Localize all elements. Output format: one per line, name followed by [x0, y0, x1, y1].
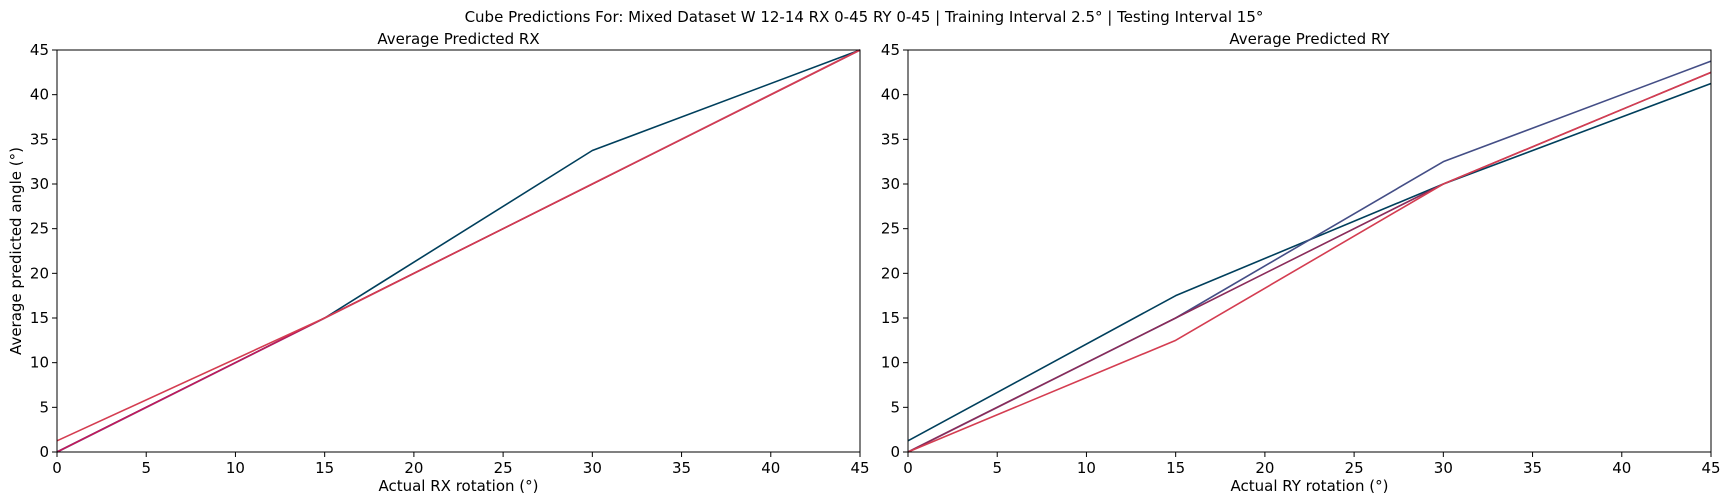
chart-ry-xtick-label: 15: [1166, 459, 1185, 477]
chart-rx-xtick-label: 20: [404, 459, 423, 477]
chart-ry-ytick-label: 30: [881, 175, 900, 193]
chart-rx-title: Average Predicted RX: [377, 30, 539, 48]
chart-ry-series-line-4: [907, 71, 1712, 453]
chart-ry-xtick-label: 0: [903, 459, 913, 477]
chart-rx-ytick-label: 10: [30, 354, 49, 372]
chart-rx-ytick-label: 25: [30, 220, 49, 238]
chart-ry-ytick-label: 10: [881, 354, 900, 372]
chart-rx-ylabel: Average predicted angle (°): [7, 147, 25, 355]
chart-rx-series-line-4: [56, 49, 861, 442]
chart-ry-xtick-label: 45: [1701, 459, 1720, 477]
chart-rx-ytick-label: 35: [30, 130, 49, 148]
chart-rx: Average Predicted RX Actual RX rotation …: [7, 30, 870, 495]
chart-ry-ytick-label: 0: [890, 443, 900, 461]
chart-ry-xtick-label: 10: [1077, 459, 1096, 477]
chart-rx-xtick-label: 25: [494, 459, 513, 477]
chart-ry-ytick-label: 25: [881, 220, 900, 238]
chart-ry-xtick-label: 5: [992, 459, 1002, 477]
chart-rx-xtick-label: 5: [141, 459, 151, 477]
chart-rx-xtick-label: 35: [672, 459, 691, 477]
chart-ry: Average Predicted RY Actual RY rotation …: [881, 30, 1721, 495]
chart-rx-plot-frame: [56, 49, 861, 453]
chart-ry-plot-frame: [907, 49, 1712, 453]
chart-ry-ytick-label: 35: [881, 130, 900, 148]
chart-ry-ytick-label: 40: [881, 86, 900, 104]
chart-rx-ytick-label: 30: [30, 175, 49, 193]
chart-ry-xtick-label: 35: [1523, 459, 1542, 477]
figure-title: Cube Predictions For: Mixed Dataset W 12…: [465, 8, 1264, 26]
chart-rx-ytick-label: 40: [30, 86, 49, 104]
chart-ry-ytick-label: 20: [881, 264, 900, 282]
chart-rx-ytick-label: 5: [39, 398, 49, 416]
chart-ry-ytick-label: 45: [881, 41, 900, 59]
chart-ry-xtick-label: 20: [1255, 459, 1274, 477]
chart-rx-xtick-label: 45: [850, 459, 869, 477]
chart-ry-xlabel: Actual RY rotation (°): [1231, 477, 1389, 495]
chart-rx-xtick-label: 15: [315, 459, 334, 477]
chart-rx-ytick-label: 45: [30, 41, 49, 59]
chart-rx-xtick-label: 10: [226, 459, 245, 477]
chart-ry-ytick-label: 15: [881, 309, 900, 327]
chart-ry-xtick-label: 25: [1345, 459, 1364, 477]
chart-rx-ytick-label: 15: [30, 309, 49, 327]
chart-rx-ytick-label: 20: [30, 264, 49, 282]
chart-rx-xtick-label: 30: [583, 459, 602, 477]
chart-ry-ytick-label: 5: [890, 398, 900, 416]
chart-ry-xtick-label: 40: [1612, 459, 1631, 477]
chart-rx-xtick-label: 40: [761, 459, 780, 477]
chart-ry-xtick-label: 30: [1434, 459, 1453, 477]
chart-ry-series-line-2: [907, 60, 1712, 453]
chart-rx-xlabel: Actual RX rotation (°): [378, 477, 538, 495]
chart-ry-title: Average Predicted RY: [1229, 30, 1390, 48]
chart-rx-xtick-label: 0: [52, 459, 62, 477]
chart-rx-ytick-label: 0: [39, 443, 49, 461]
